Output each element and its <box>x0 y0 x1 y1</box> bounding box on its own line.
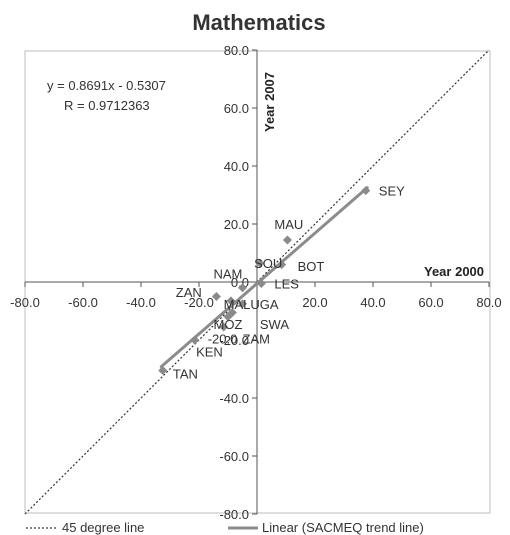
data-point-sey <box>361 186 371 196</box>
x-tick-label: -20.0 <box>184 295 214 310</box>
point-label: NAM <box>214 266 243 281</box>
x-tick-label: 40.0 <box>360 295 385 310</box>
legend-label-45-degree: 45 degree line <box>62 520 144 535</box>
point-label: SWA <box>260 317 289 332</box>
data-point-nam <box>238 283 247 293</box>
point-label: MALUGA <box>224 297 279 312</box>
legend-label-trend: Linear (SACMEQ trend line) <box>262 520 424 535</box>
y-tick-label: -80.0 <box>219 507 249 522</box>
y-tick-label: 80.0 <box>224 43 249 58</box>
point-label: ZAM <box>243 332 270 347</box>
chart-title: Mathematics <box>192 10 325 35</box>
point-label: SEY <box>379 184 405 199</box>
y-tick-label: -60.0 <box>219 449 249 464</box>
data-point-uga <box>238 299 247 309</box>
y-tick-label: -40.0 <box>219 391 249 406</box>
point-label: MAU <box>274 217 303 232</box>
point-label: LES <box>274 276 299 291</box>
y-tick-label: 20.0 <box>224 217 249 232</box>
correlation-value: R = 0.9712363 <box>64 98 150 113</box>
regression-equation: y = 0.8691x - 0.5307 <box>47 78 166 93</box>
x-tick-label: 20.0 <box>302 295 327 310</box>
y-tick-label: 40.0 <box>224 159 249 174</box>
point-label: ZAN <box>176 285 202 300</box>
point-label: -20.0 <box>208 332 238 347</box>
data-point-mal <box>226 296 236 306</box>
data-point-swa <box>227 307 237 317</box>
point-label: MOZ <box>214 317 243 332</box>
data-point-ken <box>190 335 200 345</box>
point-label: SOU <box>254 256 282 271</box>
point-label: KEN <box>196 345 223 360</box>
x-tick-label: 80.0 <box>476 295 501 310</box>
x-tick-label: -40.0 <box>126 295 156 310</box>
data-point-tan <box>158 365 168 375</box>
x-tick-label: 60.0 <box>418 295 443 310</box>
data-point-sou <box>255 258 265 268</box>
x-tick-label: -60.0 <box>68 295 98 310</box>
y-tick-label: 60.0 <box>224 101 249 116</box>
data-point-zam <box>219 322 229 332</box>
data-point-zan <box>211 292 221 301</box>
y-tick-label: -20.0 <box>219 333 249 348</box>
y-axis-title: Year 2007 <box>262 72 277 132</box>
data-point-mau <box>282 235 292 245</box>
legend: 45 degree line Linear (SACMEQ trend line… <box>26 520 424 535</box>
data-point-les <box>256 278 266 288</box>
point-label: TAN <box>173 366 198 381</box>
point-label: BOT <box>298 259 325 274</box>
data-point-bot <box>277 260 287 270</box>
x-axis-title: Year 2000 <box>424 264 484 279</box>
x-tick-label: -80.0 <box>10 295 40 310</box>
